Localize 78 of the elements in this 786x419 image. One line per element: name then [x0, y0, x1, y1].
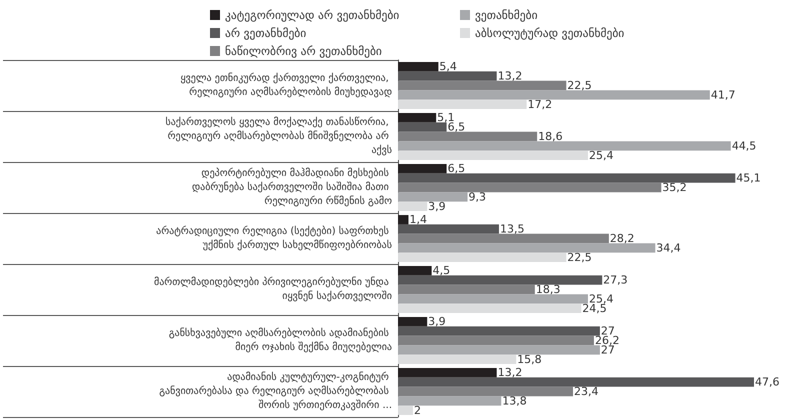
data-label: 13,2 [498, 366, 522, 380]
y-tick-label: მართლმადიდებლები პრივილეგირებულნი უნდა იყვნენ საქართველოში [154, 276, 392, 302]
y-tick-label: ადამიანის კულტურულ-კოგნიტურ განვითარებასა და რელიგიურ აღმსარებლობას შორის ურთიერთკავშირი ... [159, 371, 392, 411]
bar [398, 224, 499, 234]
legend-label: არ ვეთანხმები [225, 26, 306, 40]
y-tick-label: დეპორტირებული მაჰმადიანი მესხების დაბრუნება საქართველოში საშიშია მათი რელიგიური რწმენის გამო [192, 167, 392, 207]
bar [398, 294, 588, 304]
bar [398, 252, 566, 262]
data-label: 4,5 [432, 264, 450, 278]
data-label: 2 [414, 404, 421, 417]
legend-label: ნაწილობრივ არ ვეთანხმები [225, 44, 382, 58]
bar [398, 122, 447, 132]
legend-label: აბსოლუტურად ვეთანხმები [475, 26, 624, 40]
y-tick-label: საქართველოს ყველა მოქალაქე თანასწორია, რელიგიურ აღმსარებლობას მნიშვნელობა არ აქვს [166, 116, 392, 156]
bar [398, 132, 538, 142]
bar [398, 396, 502, 406]
data-label: 13,5 [500, 222, 524, 236]
data-label: 25,4 [588, 148, 614, 162]
data-label: 15,8 [517, 352, 542, 366]
data-label: 41,7 [710, 88, 736, 102]
data-label: 44,5 [732, 139, 756, 152]
data-label: 47,6 [755, 376, 780, 389]
legend-label: კატეგორიულად არ ვეთანხმები [225, 8, 400, 22]
data-label: 27,3 [603, 274, 628, 287]
bar [398, 192, 468, 202]
data-label: 26,2 [594, 334, 620, 347]
data-label: 45,1 [736, 172, 761, 185]
bar [398, 62, 438, 72]
bar [398, 368, 497, 378]
bar [398, 234, 609, 244]
bar [398, 284, 535, 294]
data-label: 22,5 [567, 250, 592, 264]
bar [398, 173, 736, 183]
bar [398, 326, 600, 336]
bar [398, 345, 600, 355]
bar [398, 406, 413, 415]
data-label: 1,4 [409, 213, 427, 226]
bar [398, 266, 432, 276]
bar [398, 164, 447, 174]
data-label: 3,9 [428, 200, 446, 213]
y-tick-label: არატრადიციული რელიგია (სექტები) საფრთხეს უქმნის ქართულ სახელმწიფოებრიობას [156, 225, 392, 251]
bar [398, 100, 527, 109]
data-label: 23,4 [574, 385, 599, 398]
bar [398, 377, 754, 387]
bar [398, 304, 582, 313]
bar [398, 354, 516, 364]
data-label: 18,3 [536, 283, 560, 296]
data-label: 6,5 [448, 162, 466, 176]
bar [398, 386, 574, 396]
data-label: 28,2 [610, 232, 634, 245]
bar [398, 243, 656, 253]
bar [398, 336, 594, 346]
data-label: 35,2 [662, 181, 687, 194]
bar [398, 150, 588, 160]
data-label: 25,4 [588, 292, 614, 306]
bar [398, 317, 428, 326]
y-tick-label: ყველა ეთნიკურად ქართველი ქართველია, რელიგიური აღმსარებლობის მიუხედავად [180, 72, 392, 98]
bar [398, 275, 602, 285]
bar [398, 141, 731, 151]
data-label: 13,8 [502, 394, 527, 408]
legend-label: ვეთანხმები [475, 8, 538, 22]
bar [398, 215, 408, 224]
data-label: 17,2 [528, 98, 552, 111]
bar [398, 113, 436, 122]
data-label: 13,2 [498, 70, 522, 83]
bar [398, 80, 566, 90]
bar [398, 202, 428, 211]
y-tick-label: განსხვავებული აღმსარებლობის ადამიანების მიერ ოჯახის შექმნა მიუღებელია [168, 327, 392, 353]
data-label: 18,6 [538, 130, 563, 143]
bar [398, 71, 497, 81]
data-label: 3,9 [428, 315, 446, 328]
data-label: 34,4 [656, 241, 681, 254]
data-label: 5,4 [439, 60, 457, 74]
data-label: 6,5 [448, 120, 466, 134]
bar [398, 90, 710, 100]
data-label: 22,5 [567, 79, 592, 92]
data-label: 9,3 [468, 190, 486, 204]
bar [398, 182, 662, 192]
